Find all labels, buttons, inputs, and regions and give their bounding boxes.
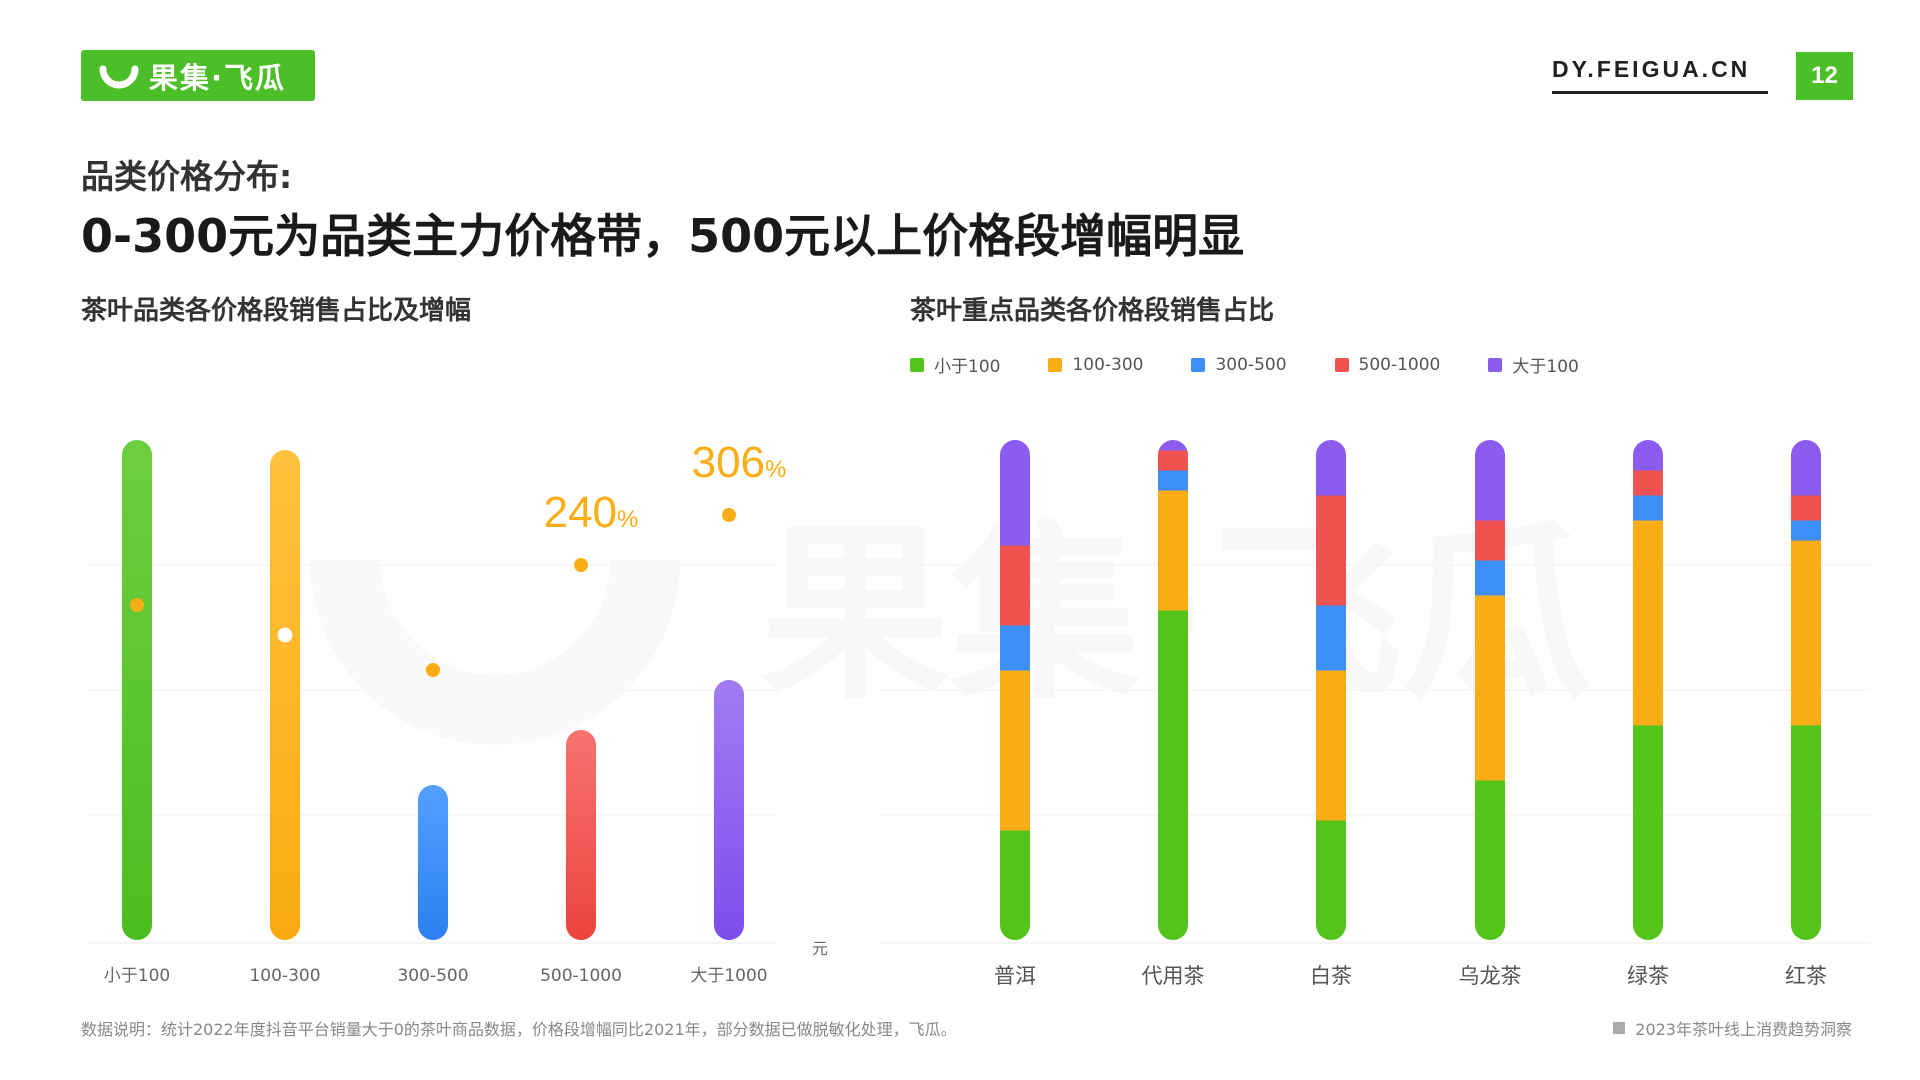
bar-segment [1633,520,1663,726]
stacked-bar [1000,440,1030,940]
page-number: 12 [1796,52,1853,100]
legend-item: 500-1000 [1334,352,1441,377]
tick-label: 代用茶 [1142,964,1205,988]
bar-segment [1316,605,1346,671]
tick-label: 红茶 [1785,964,1827,988]
stacked-bar [1316,440,1346,940]
bar-segment [1791,540,1821,726]
bar [714,680,744,940]
bar-segment [1316,670,1346,821]
tick-label: 小于100 [104,966,170,986]
legend-swatch [1048,357,1063,372]
legend-swatch [910,357,924,372]
bar-segment [1158,470,1188,491]
stacked-bar [1475,440,1505,940]
growth-dot [426,663,440,677]
legend-label: 300-500 [1215,354,1287,375]
report-square-icon [1613,1022,1626,1034]
bar [418,785,448,940]
legend-swatch [1334,357,1349,372]
bar-segment [1633,470,1663,496]
site-url[interactable]: DY.FEIGUA.CN [1552,56,1768,94]
bar-segment [1791,520,1821,541]
bar-segment [1316,495,1346,606]
growth-dot [574,558,588,572]
stacked-bar [1633,440,1663,940]
bar-segment [1158,610,1188,940]
legend-label: 500-1000 [1358,354,1441,375]
bar-segment [1475,780,1505,940]
tick-label: 100-300 [249,966,320,986]
tick-label: 白茶 [1310,964,1352,988]
growth-dot [722,508,736,522]
bar [270,450,300,940]
bar-segment [1000,440,1030,546]
bar-segment [1000,830,1030,940]
bar-segment [1633,440,1663,471]
growth-dot [277,627,293,643]
growth-suffix: % [617,506,638,533]
growth-label: 306% [692,438,787,487]
tick-label: 500-1000 [540,966,622,986]
stacked-bar [1791,440,1821,940]
growth-label: 240% [544,488,639,537]
bar-segment [1316,820,1346,940]
brand-smile-icon [99,65,139,88]
x-axis-unit: 元 [812,939,828,958]
legend-swatch [1191,357,1206,372]
bar [122,440,152,940]
bar-segment [1791,495,1821,521]
page-title: 0-300元为品类主力价格带，500元以上价格段增幅明显 [81,209,1245,263]
bar-segment [1000,545,1030,626]
report-title: 2023年茶叶线上消费趋势洞察 [1635,1020,1852,1039]
tick-label: 大于1000 [690,966,767,986]
legend-item: 300-500 [1191,352,1287,377]
bar-segment [1633,725,1663,940]
tick-label: 乌龙茶 [1459,964,1522,988]
growth-dot [130,598,144,612]
chart2-title: 茶叶重点品类各价格段销售占比 [910,296,1275,326]
bar-segment [1475,560,1505,596]
legend-label: 100-300 [1072,354,1144,375]
tick-label: 300-500 [397,966,468,986]
legend-swatch [1488,357,1503,372]
brand-name: 果集·飞瓜 [149,60,287,95]
report-name: 2023年茶叶线上消费趋势洞察 [1613,1016,1852,1040]
bar-segment [1158,450,1188,471]
chart2: 普洱 代用茶 白茶 乌龙茶 绿茶 红茶 [880,440,1870,988]
tick-label: 普洱 [994,964,1036,988]
legend-label: 大于100 [1512,357,1579,377]
chart1-title: 茶叶品类各价格段销售占比及增幅 [81,296,472,326]
legend-item: 小于100 [910,352,1000,377]
brand-logo[interactable]: 果集·飞瓜 [81,50,315,101]
bar-segment [1000,670,1030,831]
chart2-legend: 小于100 100-300 300-500 500-1000 大于100 [910,352,1627,377]
footnote: 数据说明：统计2022年度抖音平台销量大于0的茶叶商品数据，价格段增幅同比202… [81,1020,957,1039]
bar-segment [1475,595,1505,781]
stacked-bar [1158,440,1188,940]
legend-label: 小于100 [934,357,1001,377]
bar-segment [1158,440,1188,451]
legend-item: 100-300 [1048,352,1143,377]
legend-item: 大于100 [1488,352,1579,377]
watermark: 果集·飞瓜 [310,504,1592,745]
bar-segment [1791,725,1821,940]
bar-segment [1475,520,1505,561]
bar-segment [1791,440,1821,496]
bar-segment [1000,625,1030,671]
tick-label: 绿茶 [1627,964,1669,988]
growth-suffix: % [765,456,786,483]
page-title-label: 品类价格分布: [81,157,293,196]
bar-segment [1316,440,1346,496]
bar-segment [1633,495,1663,521]
bar [566,730,596,940]
bar-segment [1475,440,1505,521]
bar-segment [1158,490,1188,611]
